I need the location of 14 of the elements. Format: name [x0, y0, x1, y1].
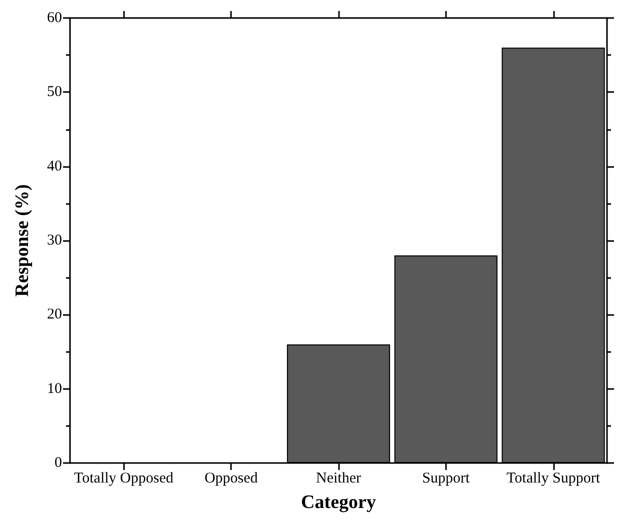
y-tick-label: 40 — [47, 158, 62, 174]
x-tick-label: Totally Support — [506, 470, 601, 486]
y-tick-label: 50 — [47, 84, 62, 100]
x-tick-label: Opposed — [204, 470, 258, 486]
x-tick-label: Totally Opposed — [74, 470, 174, 486]
y-axis-title: Response (%) — [12, 184, 33, 297]
x-axis-title: Category — [301, 492, 376, 513]
y-tick-label: 30 — [47, 232, 62, 248]
x-tick-label: Support — [422, 470, 470, 486]
y-tick-label: 0 — [54, 455, 62, 471]
y-tick-label: 60 — [47, 10, 62, 26]
y-tick-label: 20 — [47, 306, 62, 323]
x-tick-label: Neither — [316, 470, 361, 486]
y-tick-label: 10 — [47, 380, 62, 397]
